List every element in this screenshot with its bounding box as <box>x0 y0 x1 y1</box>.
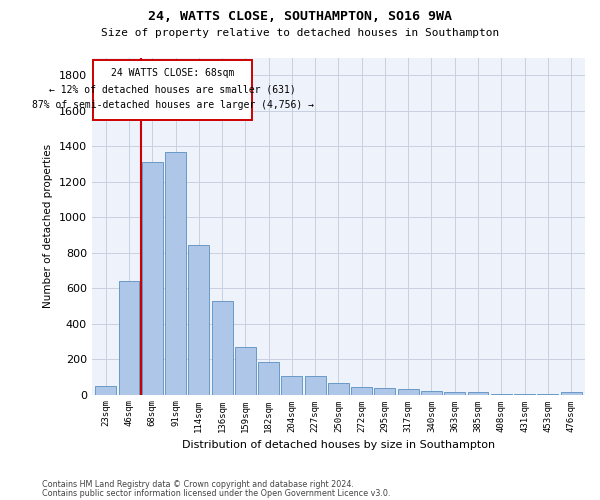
Bar <box>305 376 326 394</box>
Bar <box>444 392 465 394</box>
Bar <box>235 346 256 395</box>
Bar <box>165 152 186 394</box>
Text: 24, WATTS CLOSE, SOUTHAMPTON, SO16 9WA: 24, WATTS CLOSE, SOUTHAMPTON, SO16 9WA <box>148 10 452 23</box>
Text: Size of property relative to detached houses in Southampton: Size of property relative to detached ho… <box>101 28 499 38</box>
Bar <box>142 162 163 394</box>
Bar <box>351 388 372 394</box>
Bar <box>188 244 209 394</box>
X-axis label: Distribution of detached houses by size in Southampton: Distribution of detached houses by size … <box>182 440 495 450</box>
Text: 87% of semi-detached houses are larger (4,756) →: 87% of semi-detached houses are larger (… <box>32 100 314 110</box>
Bar <box>421 390 442 394</box>
Bar <box>398 389 419 394</box>
Bar <box>281 376 302 394</box>
Bar <box>467 392 488 394</box>
Bar <box>95 386 116 394</box>
Text: Contains HM Land Registry data © Crown copyright and database right 2024.: Contains HM Land Registry data © Crown c… <box>42 480 354 489</box>
Text: 24 WATTS CLOSE: 68sqm: 24 WATTS CLOSE: 68sqm <box>111 68 235 78</box>
Y-axis label: Number of detached properties: Number of detached properties <box>43 144 53 308</box>
Bar <box>374 388 395 394</box>
Bar <box>258 362 279 394</box>
Bar <box>328 383 349 394</box>
Bar <box>560 392 581 394</box>
Bar <box>119 281 139 394</box>
Text: ← 12% of detached houses are smaller (631): ← 12% of detached houses are smaller (63… <box>49 85 296 95</box>
Text: Contains public sector information licensed under the Open Government Licence v3: Contains public sector information licen… <box>42 489 391 498</box>
Bar <box>212 300 233 394</box>
FancyBboxPatch shape <box>93 60 253 120</box>
